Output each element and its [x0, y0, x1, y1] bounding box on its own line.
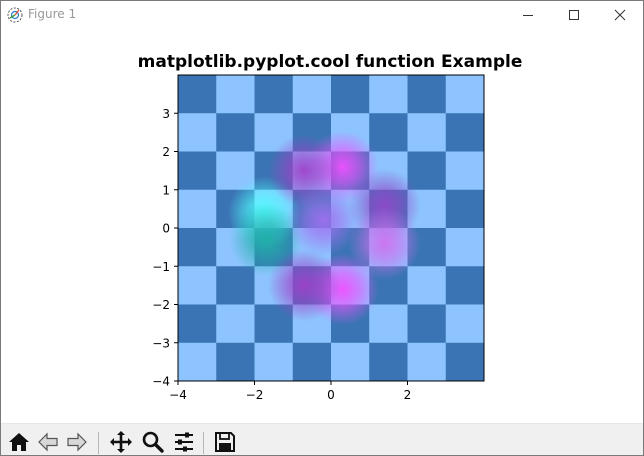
zoom-icon	[142, 431, 164, 453]
heatmap-cell	[292, 75, 332, 114]
y-tick-label: 2	[162, 145, 170, 159]
home-icon	[9, 433, 29, 451]
y-tick-label: −1	[152, 260, 170, 274]
heatmap-cell	[216, 342, 255, 382]
back-button[interactable]	[34, 428, 62, 455]
y-axis: −4 −3 −2 −1 0 1 2 3	[152, 107, 178, 389]
heatmap-cell	[292, 342, 332, 382]
y-tick-label: −3	[152, 336, 170, 350]
move-icon	[110, 431, 132, 453]
heatmap-cell	[178, 342, 217, 382]
pan-button[interactable]	[107, 428, 135, 455]
close-icon	[614, 9, 626, 21]
heatmap-cell	[369, 113, 408, 152]
forward-button[interactable]	[63, 428, 91, 455]
toolbar-separator	[203, 432, 204, 454]
x-axis: −4 −2 0 2	[169, 381, 411, 402]
forward-arrow-icon	[67, 432, 87, 452]
heatmap-cell	[407, 304, 447, 344]
plot-area[interactable]: matplotlib.pyplot.cool function Example …	[1, 29, 643, 421]
heatmap-cell	[369, 304, 408, 344]
x-tick-label: 2	[404, 388, 412, 402]
heatmap-cell	[445, 342, 485, 382]
close-button[interactable]	[597, 1, 643, 29]
figure-canvas[interactable]: matplotlib.pyplot.cool function Example …	[1, 29, 643, 421]
heatmap-cell	[445, 113, 485, 152]
save-button[interactable]	[211, 428, 239, 455]
save-icon	[215, 432, 235, 452]
heatmap-cell	[254, 75, 294, 114]
y-tick-label: −4	[152, 375, 170, 389]
heatmap-cell	[178, 113, 217, 152]
minimize-button[interactable]	[505, 1, 551, 29]
back-arrow-icon	[38, 432, 58, 452]
function-overlay-layer	[227, 130, 421, 326]
x-tick-label: −2	[246, 388, 264, 402]
heatmap-cell	[407, 75, 447, 114]
matplotlib-figure-icon	[7, 7, 23, 23]
heatmap-cell	[369, 75, 408, 114]
y-tick-label: −2	[152, 298, 170, 312]
heatmap-cell	[216, 266, 255, 305]
heatmap-cell	[331, 342, 370, 382]
home-button[interactable]	[5, 428, 33, 455]
heatmap-cell	[407, 113, 447, 152]
heatmap-cell	[407, 342, 447, 382]
heatmap-cell	[445, 228, 485, 267]
heatmap-cell	[216, 113, 255, 152]
heatmap-cell	[178, 189, 217, 229]
x-tick-label: −4	[169, 388, 187, 402]
chart-title: matplotlib.pyplot.cool function Example	[138, 52, 523, 72]
heatmap-cell	[216, 304, 255, 344]
heatmap-cell	[369, 342, 408, 382]
heatmap-cell	[445, 151, 485, 191]
heatmap-cell	[445, 304, 485, 344]
heatmap-cell	[216, 75, 255, 114]
heatmap-cell	[178, 75, 217, 114]
heatmap-cell	[254, 342, 294, 382]
configure-subplots-button[interactable]	[170, 428, 198, 455]
heatmap-cell	[178, 266, 217, 305]
toolbar-separator	[98, 432, 99, 454]
heatmap-cell	[445, 75, 485, 114]
y-tick-label: 3	[162, 107, 170, 121]
heatmap-cell	[407, 266, 447, 305]
title-bar: Figure 1	[1, 1, 643, 29]
overlay-peak-violet	[287, 184, 360, 257]
x-tick-label: 0	[327, 388, 335, 402]
navigation-toolbar	[1, 423, 643, 455]
heatmap-cell	[178, 151, 217, 191]
heatmap-cell	[445, 266, 485, 305]
y-tick-label: 0	[162, 222, 170, 236]
heatmap-cell	[178, 304, 217, 344]
heatmap-cell	[178, 228, 217, 267]
maximize-button[interactable]	[551, 1, 597, 29]
overlay-peak-purple	[267, 249, 341, 322]
heatmap-cell	[331, 75, 370, 114]
minimize-icon	[523, 15, 533, 16]
zoom-button[interactable]	[139, 428, 167, 455]
y-tick-label: 1	[162, 183, 170, 197]
maximize-icon	[569, 10, 579, 20]
sliders-icon	[175, 432, 193, 452]
window-title: Figure 1	[28, 7, 77, 21]
heatmap-cell	[445, 189, 485, 229]
overlay-peak-violet	[348, 206, 421, 280]
